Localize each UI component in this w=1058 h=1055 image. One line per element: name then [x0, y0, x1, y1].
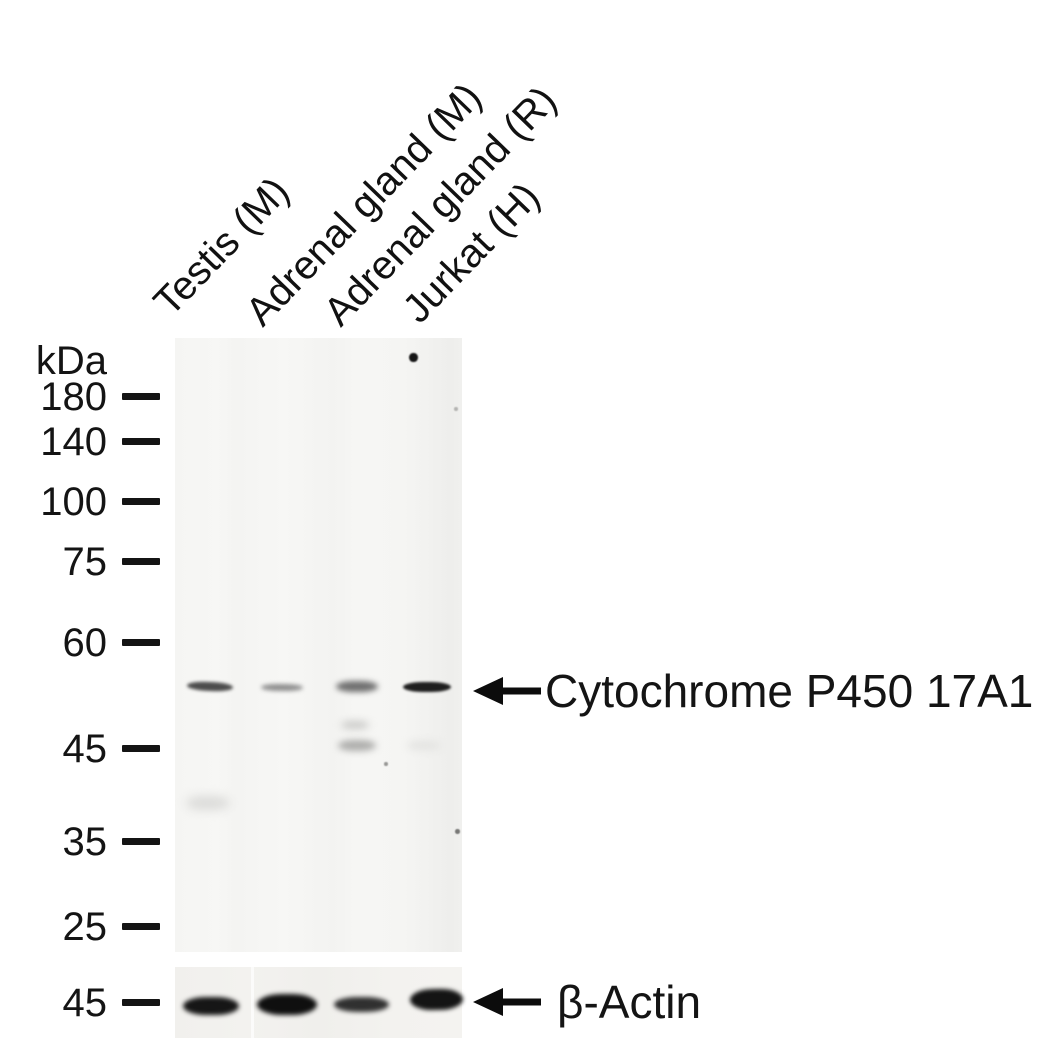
marker-label-100: 100	[40, 480, 107, 524]
annotation-beta-actin: β-Actin	[473, 978, 701, 1026]
kda-unit-label: kDa	[35, 339, 107, 383]
loading-band-2	[257, 994, 317, 1015]
faint-band-2	[338, 740, 376, 751]
marker-label-25: 25	[62, 905, 108, 949]
marker-tick-45	[122, 745, 160, 752]
loading-band-4	[409, 988, 464, 1011]
marker-tick-100	[122, 498, 160, 505]
speck-1	[409, 353, 418, 362]
loading-band-3	[334, 997, 389, 1012]
target-band-4	[403, 682, 451, 692]
marker-tick-45	[122, 999, 160, 1006]
left-arrow-icon	[473, 988, 541, 1016]
marker-tick-35	[122, 838, 160, 845]
main-blot-membrane	[175, 338, 462, 952]
marker-label-45: 45	[62, 981, 108, 1025]
faint-band-4	[186, 796, 230, 810]
speck-4	[455, 829, 460, 834]
marker-tick-180	[122, 393, 160, 400]
annotation-label: Cytochrome P450 17A1	[545, 665, 1034, 717]
membrane-seam	[251, 967, 254, 1038]
faint-band-3	[407, 741, 441, 750]
marker-label-75: 75	[62, 540, 108, 584]
target-band-2	[260, 683, 304, 692]
marker-label-180: 180	[40, 375, 107, 419]
annotation-cytochrome-p450-17a1: Cytochrome P450 17A1	[473, 667, 1033, 715]
marker-label-35: 35	[62, 820, 108, 864]
annotation-label: β-Actin	[557, 976, 702, 1028]
faint-band-1	[341, 721, 369, 729]
speck-2	[454, 407, 458, 411]
marker-label-140: 140	[40, 420, 107, 464]
marker-label-60: 60	[62, 621, 108, 665]
marker-tick-60	[122, 639, 160, 646]
marker-tick-75	[122, 558, 160, 565]
target-band-3	[336, 681, 378, 692]
speck-3	[384, 762, 388, 766]
marker-tick-140	[122, 438, 160, 445]
loading-band-1	[183, 997, 239, 1015]
marker-label-45: 45	[62, 727, 108, 771]
marker-tick-25	[122, 923, 160, 930]
left-arrow-icon	[473, 677, 541, 705]
